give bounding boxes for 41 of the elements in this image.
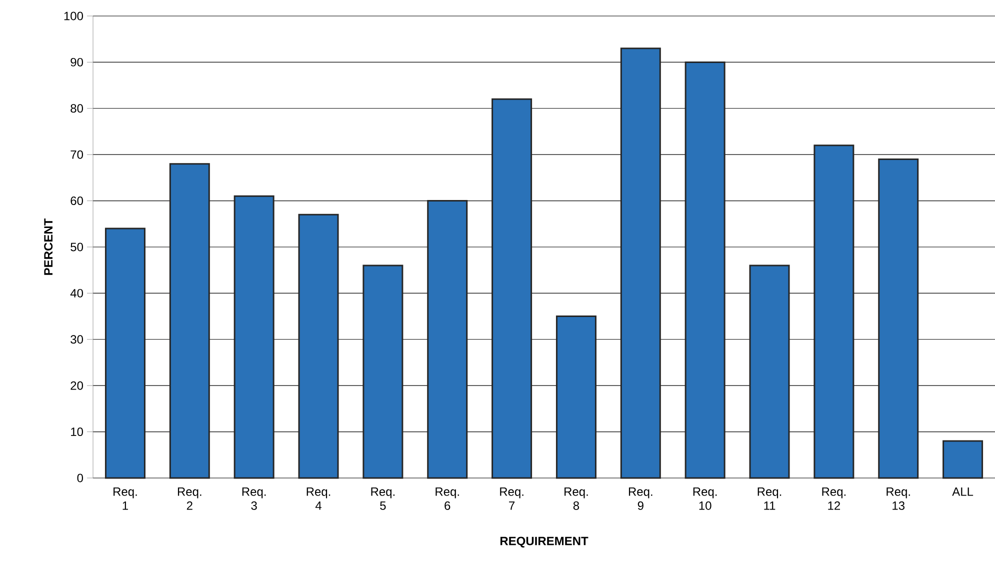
x-tick-label: Req. 3 — [242, 488, 266, 510]
y-tick-label: 50 — [70, 242, 84, 252]
bar — [298, 214, 339, 479]
x-tick-label: Req. 10 — [693, 488, 717, 510]
x-tick-label: ALL — [952, 488, 974, 496]
bar — [878, 158, 919, 479]
y-tick-label: 0 — [77, 474, 84, 482]
y-axis-title: PERCENT — [44, 218, 53, 275]
bar — [492, 98, 532, 479]
x-tick-label: Req. 9 — [628, 488, 652, 510]
bar — [427, 200, 468, 479]
y-tick-label: 40 — [70, 288, 84, 298]
x-tick-label: Req. 12 — [822, 488, 846, 510]
x-tick-label: Req. 7 — [500, 488, 524, 510]
x-axis-title: REQUIREMENT — [500, 536, 588, 548]
bar — [556, 316, 596, 479]
bar — [234, 195, 274, 479]
bar — [104, 228, 146, 479]
y-tick-label: 20 — [70, 381, 84, 390]
y-tick-label: 30 — [70, 335, 84, 344]
y-tick-label: 100 — [64, 12, 84, 20]
y-tick-label: 80 — [70, 104, 84, 113]
x-tick-label: Req. 13 — [886, 488, 910, 510]
y-tick-label: 90 — [70, 58, 84, 66]
y-tick-label: 10 — [71, 428, 84, 436]
x-tick-label: Req. 1 — [114, 488, 137, 510]
bar — [620, 48, 661, 479]
y-tick-label: 60 — [70, 196, 84, 206]
x-tick-label: Req. 5 — [371, 488, 395, 510]
y-tick-label: 70 — [70, 150, 84, 159]
bar — [362, 264, 404, 479]
bar — [749, 264, 790, 479]
x-tick-label: Req. 8 — [564, 488, 588, 510]
bar — [942, 440, 984, 479]
x-tick-label: Req. 4 — [306, 488, 330, 510]
bar — [814, 144, 854, 479]
bar — [169, 163, 210, 479]
x-tick-label: Req. 6 — [436, 488, 459, 510]
bar — [684, 61, 726, 479]
x-tick-label: Req. 2 — [178, 488, 202, 510]
x-tick-label: Req. 11 — [758, 488, 782, 510]
